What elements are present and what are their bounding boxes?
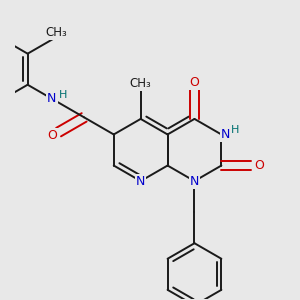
Text: N: N [221,128,230,141]
Text: N: N [47,92,56,105]
Text: N: N [190,175,199,188]
Text: H: H [231,125,239,135]
Text: CH₃: CH₃ [45,26,67,40]
Text: O: O [48,129,58,142]
Text: O: O [254,159,264,172]
Text: N: N [136,175,145,188]
Text: CH₃: CH₃ [130,77,152,90]
Text: H: H [58,90,67,100]
Text: O: O [190,76,200,89]
